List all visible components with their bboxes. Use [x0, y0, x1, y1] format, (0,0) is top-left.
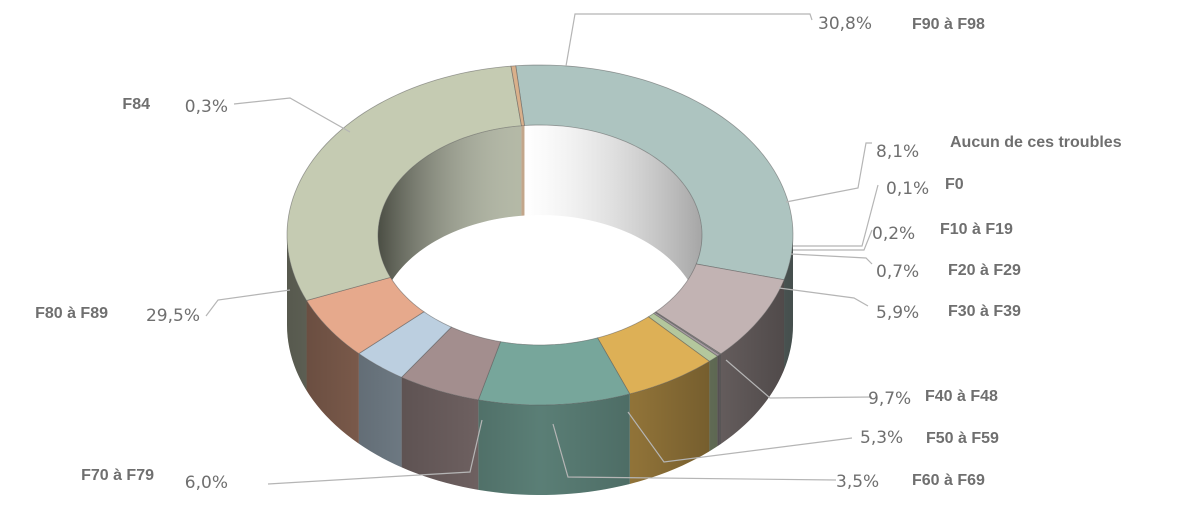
slice-percent-label: 0,2%: [872, 224, 915, 244]
slice-percent-label: 6,0%: [185, 473, 228, 493]
slice-category-label: F50 à F59: [926, 430, 999, 447]
outer-wall-layer: [287, 235, 793, 495]
leader-line: [267, 419, 483, 485]
slice-category-label: Aucun de ces troubles: [950, 134, 1122, 151]
inner-wall-layer: [378, 125, 702, 325]
slice-category-label: F10 à F19: [940, 221, 1013, 238]
leader-line: [778, 287, 869, 307]
slice-percent-label: 5,3%: [860, 428, 903, 448]
slice-percent-label: 3,5%: [836, 472, 879, 492]
leader-line: [725, 359, 873, 399]
leader-line: [233, 97, 351, 133]
slice-category-label: F20 à F29: [948, 262, 1021, 279]
leader-line: [205, 289, 291, 317]
slice-category-label: F70 à F79: [81, 467, 154, 484]
inner-wall-shading: [378, 125, 702, 325]
slice-category-label: F60 à F69: [912, 472, 985, 489]
leader-line: [790, 253, 873, 265]
leader-line: [552, 423, 837, 481]
leader-line: [785, 142, 872, 203]
slice-percent-label: 29,5%: [146, 306, 200, 326]
slice-category-label: F0: [945, 176, 964, 193]
leader-line: [627, 411, 853, 463]
slice-percent-label: 0,7%: [876, 262, 919, 282]
leader-line: [793, 184, 879, 247]
slice-category-label: F84: [122, 96, 150, 113]
slice-category-label: F80 à F89: [35, 305, 108, 322]
top-layer: [286, 64, 794, 406]
outer-wall-shading: [287, 235, 793, 495]
slice-category-label: F90 à F98: [912, 16, 985, 33]
slice-f84: [510, 65, 525, 127]
label-layer: 30,8% F90 à F98 8,1% Aucun de ces troubles 0…: [35, 14, 1122, 493]
slice-category-label: F40 à F48: [925, 388, 998, 405]
slice-percent-label: 8,1%: [876, 142, 919, 162]
leader-layer: [205, 13, 879, 485]
slice-percent-label: 30,8%: [818, 14, 872, 34]
slice-percent-label: 0,3%: [185, 97, 228, 117]
slice-percent-label: 5,9%: [876, 303, 919, 323]
slice-category-label: F30 à F39: [948, 303, 1021, 320]
slice-percent-label: 0,1%: [886, 179, 929, 199]
slice-percent-label: 9,7%: [868, 389, 911, 409]
leader-line: [565, 13, 813, 67]
leader-line: [793, 229, 873, 251]
